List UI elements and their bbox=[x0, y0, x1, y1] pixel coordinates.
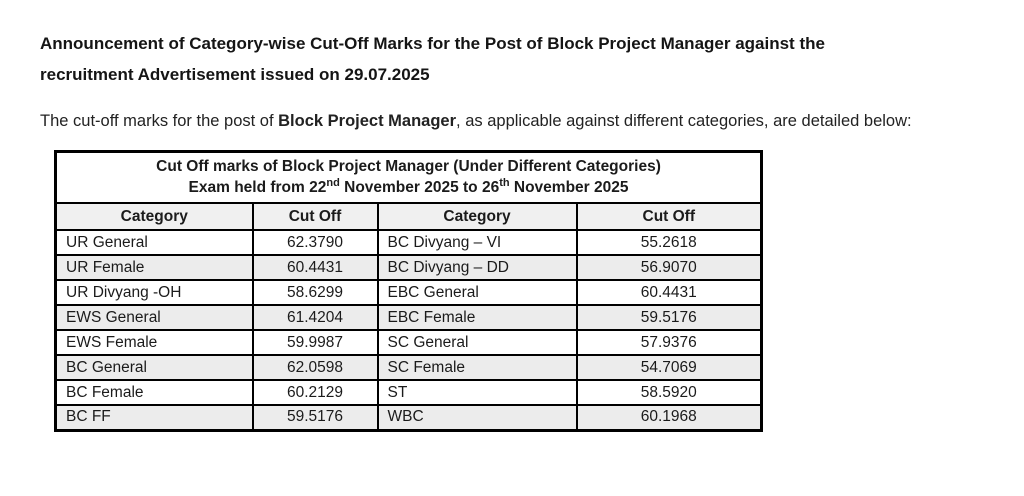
table-row: BC FF 59.5176 WBC 60.1968 bbox=[54, 404, 763, 431]
cutoff-cell: 62.0598 bbox=[251, 354, 379, 381]
category-cell: SC General bbox=[376, 329, 578, 356]
category-cell: ST bbox=[376, 379, 578, 406]
cutoff-cell: 56.9070 bbox=[575, 254, 763, 281]
cutoff-cell: 57.9376 bbox=[575, 329, 763, 356]
table-row: BC General 62.0598 SC Female 54.7069 bbox=[54, 354, 763, 381]
page-title-line2: recruitment Advertisement issued on 29.0… bbox=[40, 65, 430, 84]
category-cell: EBC General bbox=[376, 279, 578, 306]
table-row: UR General 62.3790 BC Divyang – VI 55.26… bbox=[54, 229, 763, 256]
page-title: Announcement of Category-wise Cut-Off Ma… bbox=[40, 28, 986, 90]
cutoff-cell: 54.7069 bbox=[575, 354, 763, 381]
cutoff-cell: 60.2129 bbox=[251, 379, 379, 406]
category-cell: EWS General bbox=[54, 304, 254, 331]
category-cell: WBC bbox=[376, 404, 578, 431]
cutoff-cell: 58.5920 bbox=[575, 379, 763, 406]
table-row: BC Female 60.2129 ST 58.5920 bbox=[54, 379, 763, 406]
table-row: EWS General 61.4204 EBC Female 59.5176 bbox=[54, 304, 763, 331]
table-row: EWS Female 59.9987 SC General 57.9376 bbox=[54, 329, 763, 356]
cutoff-table: Cut Off marks of Block Project Manager (… bbox=[54, 150, 764, 432]
intro-text: The cut-off marks for the post of bbox=[40, 112, 279, 130]
cutoff-cell: 59.9987 bbox=[251, 329, 379, 356]
table-title-line1: Cut Off marks of Block Project Manager (… bbox=[156, 158, 661, 175]
category-cell: SC Female bbox=[376, 354, 578, 381]
header-cutoff-1: Cut Off bbox=[251, 202, 379, 231]
table-row: UR Divyang -OH 58.6299 EBC General 60.44… bbox=[54, 279, 763, 306]
table-header-row: Category Cut Off Category Cut Off bbox=[54, 202, 763, 231]
table-title-line2: Exam held from 22nd November 2025 to 26t… bbox=[188, 176, 629, 196]
category-cell: BC FF bbox=[54, 404, 254, 431]
cutoff-cell: 60.4431 bbox=[575, 279, 763, 306]
cutoff-cell: 59.5176 bbox=[251, 404, 379, 431]
table-title: Cut Off marks of Block Project Manager (… bbox=[54, 150, 763, 204]
cutoff-cell: 58.6299 bbox=[251, 279, 379, 306]
category-cell: BC Divyang – DD bbox=[376, 254, 578, 281]
header-cutoff-2: Cut Off bbox=[575, 202, 763, 231]
table-title-row: Cut Off marks of Block Project Manager (… bbox=[54, 150, 763, 204]
category-cell: BC Female bbox=[54, 379, 254, 406]
cutoff-cell: 59.5176 bbox=[575, 304, 763, 331]
category-cell: BC Divyang – VI bbox=[376, 229, 578, 256]
cutoff-cell: 60.1968 bbox=[575, 404, 763, 431]
document-page: Announcement of Category-wise Cut-Off Ma… bbox=[40, 28, 986, 432]
intro-bold-text: Block Project Manager bbox=[278, 112, 457, 130]
category-cell: UR Divyang -OH bbox=[54, 279, 254, 306]
cutoff-cell: 55.2618 bbox=[575, 229, 763, 256]
table-row: UR Female 60.4431 BC Divyang – DD 56.907… bbox=[54, 254, 763, 281]
cutoff-cell: 62.3790 bbox=[251, 229, 379, 256]
category-cell: BC General bbox=[54, 354, 254, 381]
category-cell: EBC Female bbox=[376, 304, 578, 331]
category-cell: EWS Female bbox=[54, 329, 254, 356]
cutoff-cell: 61.4204 bbox=[251, 304, 379, 331]
category-cell: UR General bbox=[54, 229, 254, 256]
header-category-1: Category bbox=[54, 202, 254, 231]
intro-paragraph: The cut-off marks for the post of Block … bbox=[40, 105, 986, 138]
category-cell: UR Female bbox=[54, 254, 254, 281]
page-title-line1: Announcement of Category-wise Cut-Off Ma… bbox=[40, 34, 825, 53]
header-category-2: Category bbox=[376, 202, 578, 231]
cutoff-cell: 60.4431 bbox=[251, 254, 379, 281]
intro-text-tail: , as applicable against different catego… bbox=[456, 112, 912, 130]
